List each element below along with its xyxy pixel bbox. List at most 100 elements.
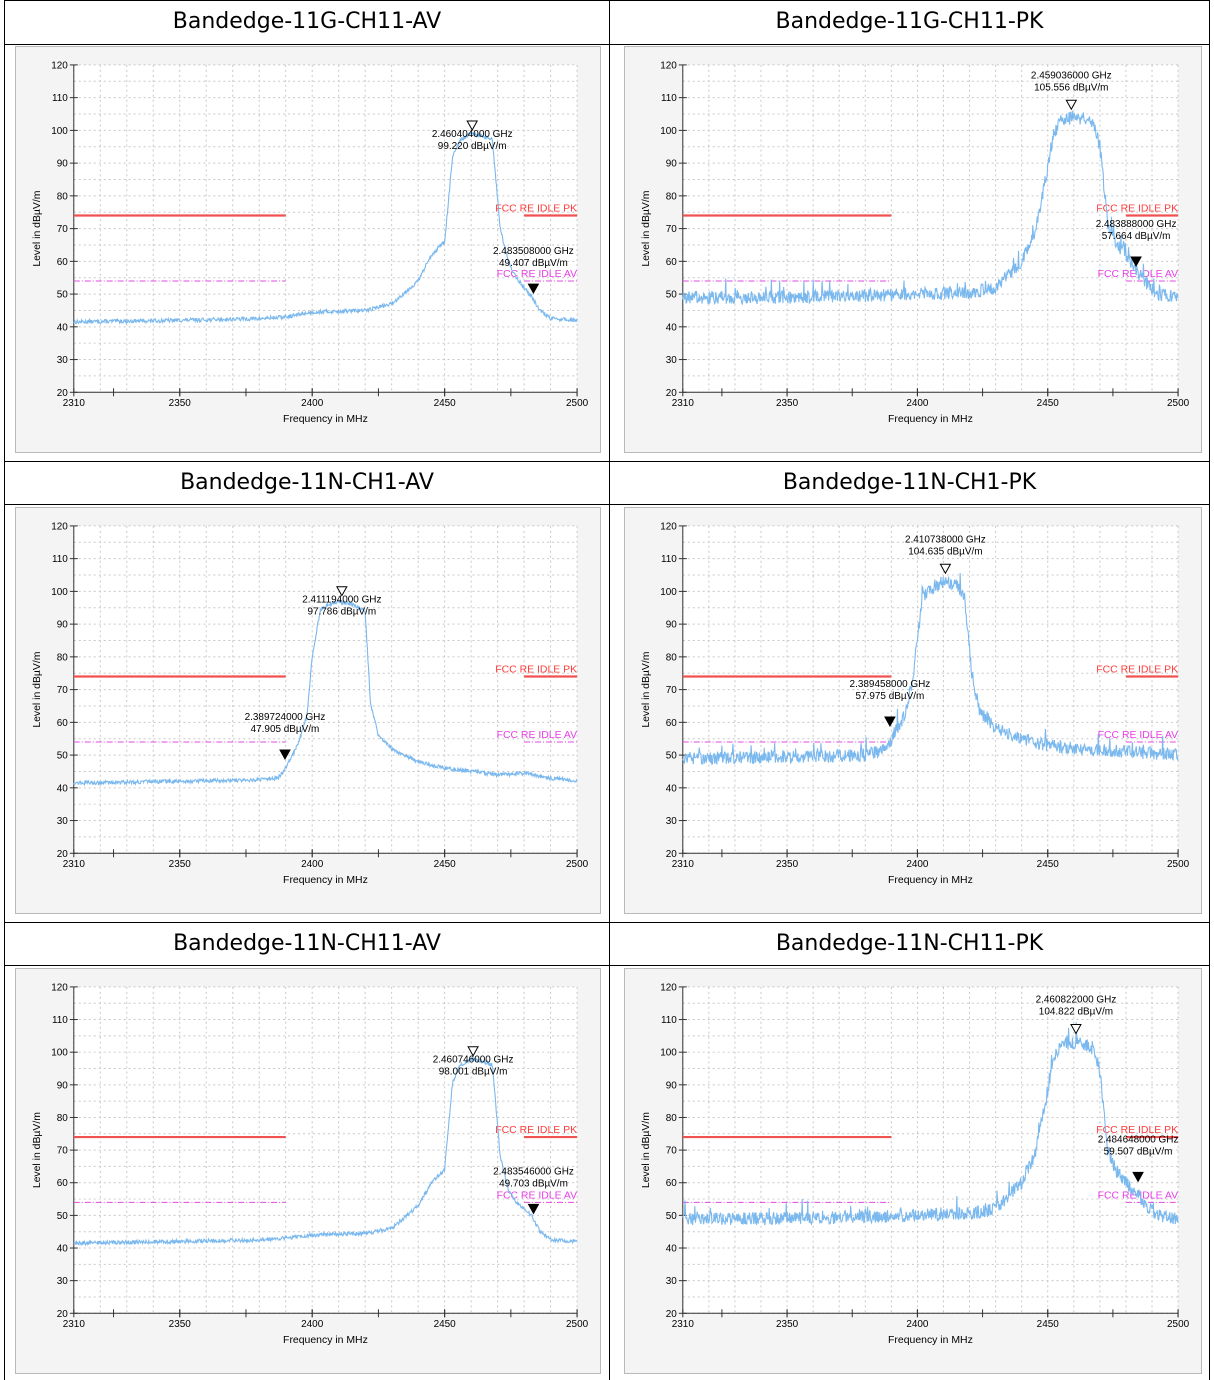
y-tick-label: 40 [57,1244,69,1255]
x-tick-label: 2400 [301,398,324,409]
marker-frequency-label: 2.460404000 GHz [432,129,513,140]
y-tick-label: 110 [52,1015,68,1026]
trace-line [73,131,578,326]
y-tick-label: 40 [666,322,678,333]
x-tick-label: 2310 [63,398,86,409]
y-tick-label: 120 [51,60,68,71]
table-row-divider [4,461,1210,462]
y-tick-label: 60 [57,718,69,729]
limit-label: FCC RE IDLE AV [497,730,578,741]
chart-cell: Bandedge-11N-CH1-AV 20 30 40 50 60 70 80 90 100 1… [5,461,609,922]
marker-frequency-label: 2.483888000 GHz [1096,219,1177,230]
limit-label: FCC RE IDLE PK [1096,1125,1178,1136]
y-tick-label: 80 [57,1113,69,1124]
y-tick-label: 50 [666,290,678,301]
y-tick-label: 50 [666,1211,678,1222]
marker-level-label: 104.635 dBµV/m [908,546,982,557]
y-tick-label: 30 [666,355,678,366]
marker-frequency-label: 2.389458000 GHz [850,679,931,690]
y-tick-label: 80 [57,652,69,663]
y-tick-label: 120 [51,982,68,993]
marker-level-label: 99.220 dBµV/m [438,141,507,152]
y-tick-label: 70 [57,224,69,235]
y-axis-title: Level in dBµV/m [641,1112,652,1188]
y-tick-label: 50 [666,751,678,762]
table-border-middle [609,0,610,1380]
y-tick-label: 40 [57,322,69,333]
chart-frame: 20 30 40 50 60 70 80 90 100 110 120 2310 2350 2400 245… [624,507,1202,914]
x-axis-title: Frequency in MHz [888,414,973,425]
chart-title: Bandedge-11N-CH1-PK [782,470,1037,495]
y-tick-label: 110 [52,554,68,565]
chart-plot: 20 30 40 50 60 70 80 90 100 110 120 2310 2350 2400 245… [641,982,1190,1346]
table-row-divider [4,504,1210,505]
chart-plot: 20 30 40 50 60 70 80 90 100 110 120 2310 2350 2400 245… [641,60,1190,425]
table-border-right [1209,0,1210,1380]
chart-cell: Bandedge-11G-CH11-PK 20 30 40 50 60 70 80 90 100… [610,0,1209,461]
marker-frequency-label: 2.484648000 GHz [1098,1135,1179,1146]
y-tick-label: 100 [51,126,68,137]
x-tick-label: 2310 [672,398,695,409]
limit-label: FCC RE IDLE PK [495,665,577,676]
y-tick-label: 50 [57,1211,69,1222]
y-tick-label: 90 [57,1080,69,1091]
marker-level-label: 98.001 dBµV/m [439,1067,508,1078]
y-axis-title: Level in dBµV/m [641,652,652,728]
marker-frequency-label: 2.411194000 GHz [302,595,381,606]
x-axis-title: Frequency in MHz [888,1335,973,1346]
marker-frequency-label: 2.459036000 GHz [1031,70,1112,81]
chart-frame: 20 30 40 50 60 70 80 90 100 110 120 2310 2350 2400 245… [15,46,601,453]
plot-area [682,986,1179,1314]
marker-frequency-label: 2.483546000 GHz [493,1167,574,1178]
trace-line [682,1022,1179,1226]
y-tick-label: 60 [57,257,69,268]
marker-triangle [279,749,291,760]
x-tick-label: 2450 [1037,1319,1060,1330]
chart-frame: 20 30 40 50 60 70 80 90 100 110 120 2310 2350 2400 245… [15,968,601,1374]
x-tick-label: 2500 [1167,1319,1190,1330]
marker-triangle [466,120,479,131]
y-tick-label: 70 [666,224,678,235]
marker-triangle [1132,1171,1144,1183]
marker-level-label: 104.822 dBµV/m [1039,1007,1113,1018]
x-tick-label: 2500 [566,859,589,870]
chart-title: Bandedge-11N-CH11-AV [173,931,441,956]
x-tick-label: 2450 [434,1319,457,1330]
chart-cell: Bandedge-11N-CH1-PK 20 30 40 50 60 70 80 90 100 1… [610,461,1209,922]
x-tick-label: 2500 [1167,859,1190,870]
y-tick-label: 120 [660,60,677,71]
y-tick-label: 60 [666,718,678,729]
x-tick-label: 2350 [776,398,799,409]
marker-level-label: 49.703 dBµV/m [499,1179,568,1190]
y-tick-label: 90 [57,159,69,170]
marker-frequency-label: 2.460822000 GHz [1036,995,1117,1006]
y-tick-label: 20 [666,1309,678,1320]
x-tick-label: 2400 [906,398,929,409]
chart-plot: 20 30 40 50 60 70 80 90 100 110 120 2310 2350 2400 245… [32,982,589,1346]
marker-triangle [527,1203,540,1215]
y-tick-label: 30 [57,816,69,827]
y-tick-label: 80 [666,191,678,202]
y-tick-label: 40 [666,783,678,794]
x-tick-label: 2450 [434,859,457,870]
y-tick-label: 100 [660,587,677,598]
x-tick-label: 2500 [566,398,589,409]
marker-frequency-label: 2.460746000 GHz [433,1055,514,1066]
x-tick-label: 2400 [301,859,324,870]
y-axis-title: Level in dBµV/m [32,191,43,267]
y-tick-label: 60 [57,1178,69,1189]
marker-triangle [939,563,952,575]
x-axis-title: Frequency in MHz [283,875,368,886]
marker-level-label: 57.664 dBµV/m [1102,231,1171,242]
y-tick-label: 120 [660,982,677,993]
y-axis-title: Level in dBµV/m [32,652,43,728]
marker-level-label: 57.975 dBµV/m [856,691,925,702]
y-tick-label: 40 [666,1244,678,1255]
x-tick-label: 2450 [1037,398,1060,409]
y-tick-label: 60 [666,1178,678,1189]
marker-triangle [527,283,540,295]
limit-label: FCC RE IDLE AV [497,1190,578,1201]
marker-triangle [1065,99,1078,111]
chart-plot: 20 30 40 50 60 70 80 90 100 110 120 2310 2350 2400 245… [32,521,589,886]
y-tick-label: 20 [57,388,69,399]
